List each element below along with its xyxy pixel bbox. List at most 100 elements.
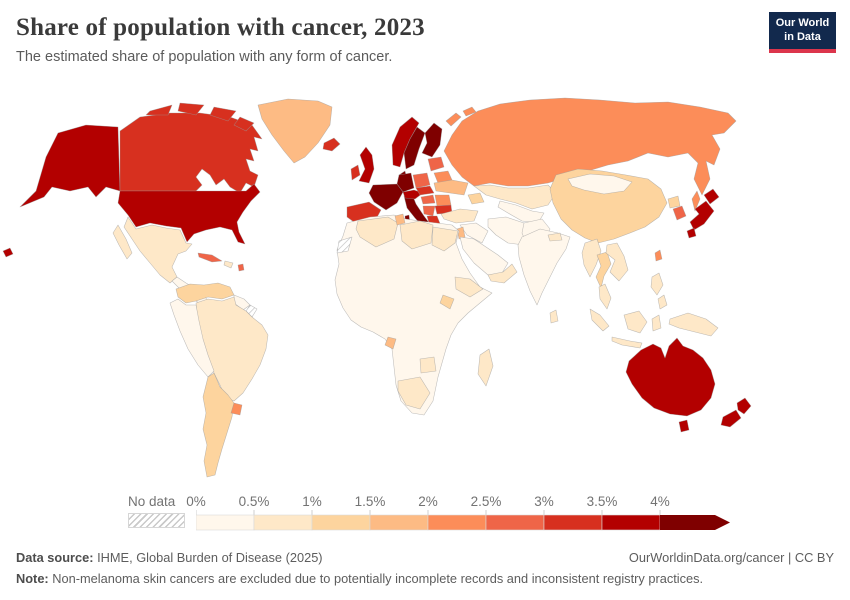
region-baltic-states[interactable] [427, 156, 445, 172]
legend-no-data[interactable]: No data [128, 494, 185, 528]
country-philippines[interactable] [650, 272, 664, 296]
region-balkans[interactable] [422, 205, 436, 217]
country-russia-islands[interactable] [445, 112, 462, 127]
legend-bin-8-arrow[interactable] [660, 515, 730, 530]
country-indonesia-sulawesi[interactable] [651, 314, 662, 332]
country-libya[interactable] [399, 220, 434, 250]
country-new-zealand-south[interactable] [720, 409, 742, 428]
country-philippines-south[interactable] [657, 294, 668, 310]
legend-bin-4[interactable] [427, 514, 487, 531]
country-algeria[interactable] [355, 216, 399, 248]
country-romania[interactable] [434, 194, 452, 207]
data-source-line: Data source: IHME, Global Burden of Dise… [16, 550, 323, 565]
owid-logo[interactable]: Our World in Data [769, 12, 836, 53]
country-saudi-arabia[interactable] [459, 236, 509, 276]
country-japan-kyushu[interactable] [686, 227, 697, 239]
country-sri-lanka[interactable] [549, 309, 559, 324]
region-new-guinea[interactable] [668, 312, 719, 337]
country-finland[interactable] [421, 122, 443, 158]
country-australia-tasmania[interactable] [678, 419, 690, 433]
country-mexico[interactable] [123, 216, 193, 284]
region-peru-bolivia[interactable] [169, 298, 215, 378]
data-source-link[interactable]: IHME, Global Burden of Disease (2025) [97, 550, 323, 565]
legend-tick-label: 1% [302, 494, 322, 509]
region-yemen-oman[interactable] [487, 263, 518, 284]
region-hispaniola[interactable] [223, 260, 234, 269]
country-egypt[interactable] [431, 226, 459, 252]
country-turkey[interactable] [440, 208, 479, 224]
legend-tick-label: 3.5% [586, 494, 618, 509]
country-greenland[interactable] [257, 98, 333, 164]
country-poland[interactable] [412, 172, 431, 189]
no-data-swatch[interactable] [128, 513, 185, 528]
region-switzerland-austria[interactable] [402, 189, 424, 200]
country-hawaii[interactable] [2, 247, 14, 258]
country-iceland[interactable] [322, 137, 341, 152]
country-india[interactable] [517, 228, 571, 306]
country-thailand[interactable] [595, 251, 612, 289]
country-madagascar[interactable] [477, 348, 494, 387]
region-colombia-venezuela[interactable] [175, 282, 235, 304]
note-label: Note: [16, 571, 49, 586]
country-ukraine[interactable] [433, 179, 469, 196]
country-tunisia[interactable] [394, 213, 406, 226]
country-south-korea[interactable] [672, 205, 687, 221]
country-gabon[interactable] [384, 336, 397, 350]
country-russia[interactable] [443, 97, 737, 196]
country-indonesia-borneo[interactable] [623, 310, 648, 334]
legend-bin-3[interactable] [369, 514, 429, 531]
legend-bin-7[interactable] [601, 514, 661, 531]
country-australia[interactable] [625, 337, 716, 417]
country-uruguay[interactable] [230, 402, 243, 416]
country-north-korea[interactable] [667, 195, 681, 209]
legend-tick-label: 1.5% [354, 494, 386, 509]
legend-bin-0[interactable] [196, 514, 255, 531]
country-new-zealand-north[interactable] [736, 397, 752, 415]
country-mexico-baja[interactable] [112, 224, 133, 260]
legend-bin-5[interactable] [485, 514, 545, 531]
country-france[interactable] [368, 183, 404, 211]
region-africa-base[interactable] [334, 214, 493, 416]
region-indochina[interactable] [605, 242, 629, 282]
country-canada-islands[interactable] [209, 106, 237, 122]
country-sweden[interactable] [403, 126, 426, 170]
legend-bin-6[interactable] [543, 514, 603, 531]
country-indonesia-java[interactable] [611, 336, 643, 349]
country-zambia[interactable] [419, 356, 437, 374]
country-canada-islands[interactable] [177, 102, 205, 116]
country-nepal[interactable] [547, 232, 563, 242]
region-czechia-slovakia[interactable] [415, 185, 435, 196]
country-russia-islands[interactable] [462, 106, 477, 117]
country-canada-islands[interactable] [233, 116, 255, 132]
country-canada[interactable] [119, 112, 263, 194]
country-hungary[interactable] [420, 194, 436, 205]
country-ireland[interactable] [350, 164, 361, 181]
region-caribbean-islands[interactable] [237, 263, 245, 272]
legend-bin-2[interactable] [311, 514, 371, 531]
region-southern-africa[interactable] [397, 376, 431, 410]
country-ethiopia[interactable] [454, 276, 484, 298]
legend-bin-1[interactable] [253, 514, 313, 531]
region-uganda-south-sudan[interactable] [439, 294, 455, 310]
region-argentina-chile[interactable] [202, 372, 235, 478]
country-japan-honshu[interactable] [689, 200, 715, 231]
region-syria-iraq[interactable] [459, 222, 489, 244]
region-caucasus[interactable] [467, 192, 485, 205]
region-israel-jordan[interactable] [456, 226, 466, 240]
country-united-kingdom[interactable] [358, 146, 375, 184]
country-taiwan[interactable] [654, 249, 663, 262]
country-united-states[interactable] [117, 183, 261, 245]
legend-tick-label: 0% [186, 494, 206, 509]
country-japan-hokkaido[interactable] [703, 188, 720, 205]
country-germany[interactable] [396, 172, 415, 193]
country-cuba[interactable] [197, 252, 223, 263]
country-mongolia[interactable] [567, 173, 633, 195]
country-myanmar[interactable] [581, 238, 602, 278]
region-western-sahara[interactable] [336, 236, 353, 254]
country-alaska[interactable] [19, 124, 121, 208]
country-malaysia[interactable] [598, 283, 612, 310]
country-indonesia-sumatra[interactable] [589, 308, 610, 332]
attribution-link[interactable]: OurWorldinData.org/cancer | CC BY [628, 550, 834, 565]
country-canada-islands[interactable] [145, 104, 173, 116]
country-russia-sakhalin[interactable] [691, 190, 701, 212]
